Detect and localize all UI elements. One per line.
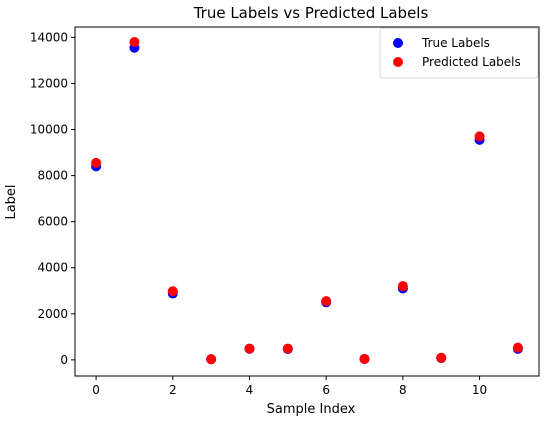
predicted-label-point (282, 343, 293, 354)
plot-frame (74, 26, 540, 377)
predicted-label-point (129, 36, 140, 47)
y-tick-label: 10000 (30, 123, 68, 137)
x-tick-label: 8 (399, 383, 407, 397)
plot-area (74, 26, 540, 377)
predicted-label-point (512, 342, 523, 353)
legend-box (379, 27, 539, 79)
predicted-label-point (244, 343, 255, 354)
predicted-label-point (167, 286, 178, 297)
y-tick-label: 0 (60, 353, 68, 367)
legend-marker-predicted-labels (393, 57, 403, 67)
x-tick-label: 4 (246, 383, 254, 397)
predicted-label-point (436, 352, 447, 363)
predicted-label-point (321, 296, 332, 307)
predicted-label-point (359, 353, 370, 364)
predicted-label-point (474, 131, 485, 142)
y-axis-label: Label (4, 184, 19, 219)
legend-label-predicted-labels: Predicted Labels (422, 55, 521, 69)
y-tick-label: 2000 (37, 307, 68, 321)
x-tick-label: 6 (322, 383, 330, 397)
x-tick-label: 10 (472, 383, 487, 397)
predicted-label-point (206, 354, 217, 365)
chart-title: True Labels vs Predicted Labels (193, 4, 429, 22)
x-tick-label: 2 (169, 383, 177, 397)
x-axis-label: Sample Index (267, 402, 356, 417)
legend: True Labels Predicted Labels (379, 27, 539, 79)
legend-label-true-labels: True Labels (421, 36, 490, 50)
y-tick-label: 8000 (37, 169, 68, 183)
legend-marker-true-labels (393, 38, 403, 48)
y-tick-label: 6000 (37, 215, 68, 229)
x-tick-label: 0 (92, 383, 100, 397)
predicted-label-point (91, 157, 102, 168)
y-tick-label: 12000 (30, 76, 68, 90)
data-points (91, 36, 523, 365)
y-tick-label: 14000 (30, 30, 68, 44)
y-axis-ticks: 0 2000 4000 6000 8000 10000 12000 14000 (30, 30, 75, 367)
predicted-label-point (397, 281, 408, 292)
y-tick-label: 4000 (37, 261, 68, 275)
x-axis-ticks: 0 2 4 6 8 10 (92, 376, 487, 397)
